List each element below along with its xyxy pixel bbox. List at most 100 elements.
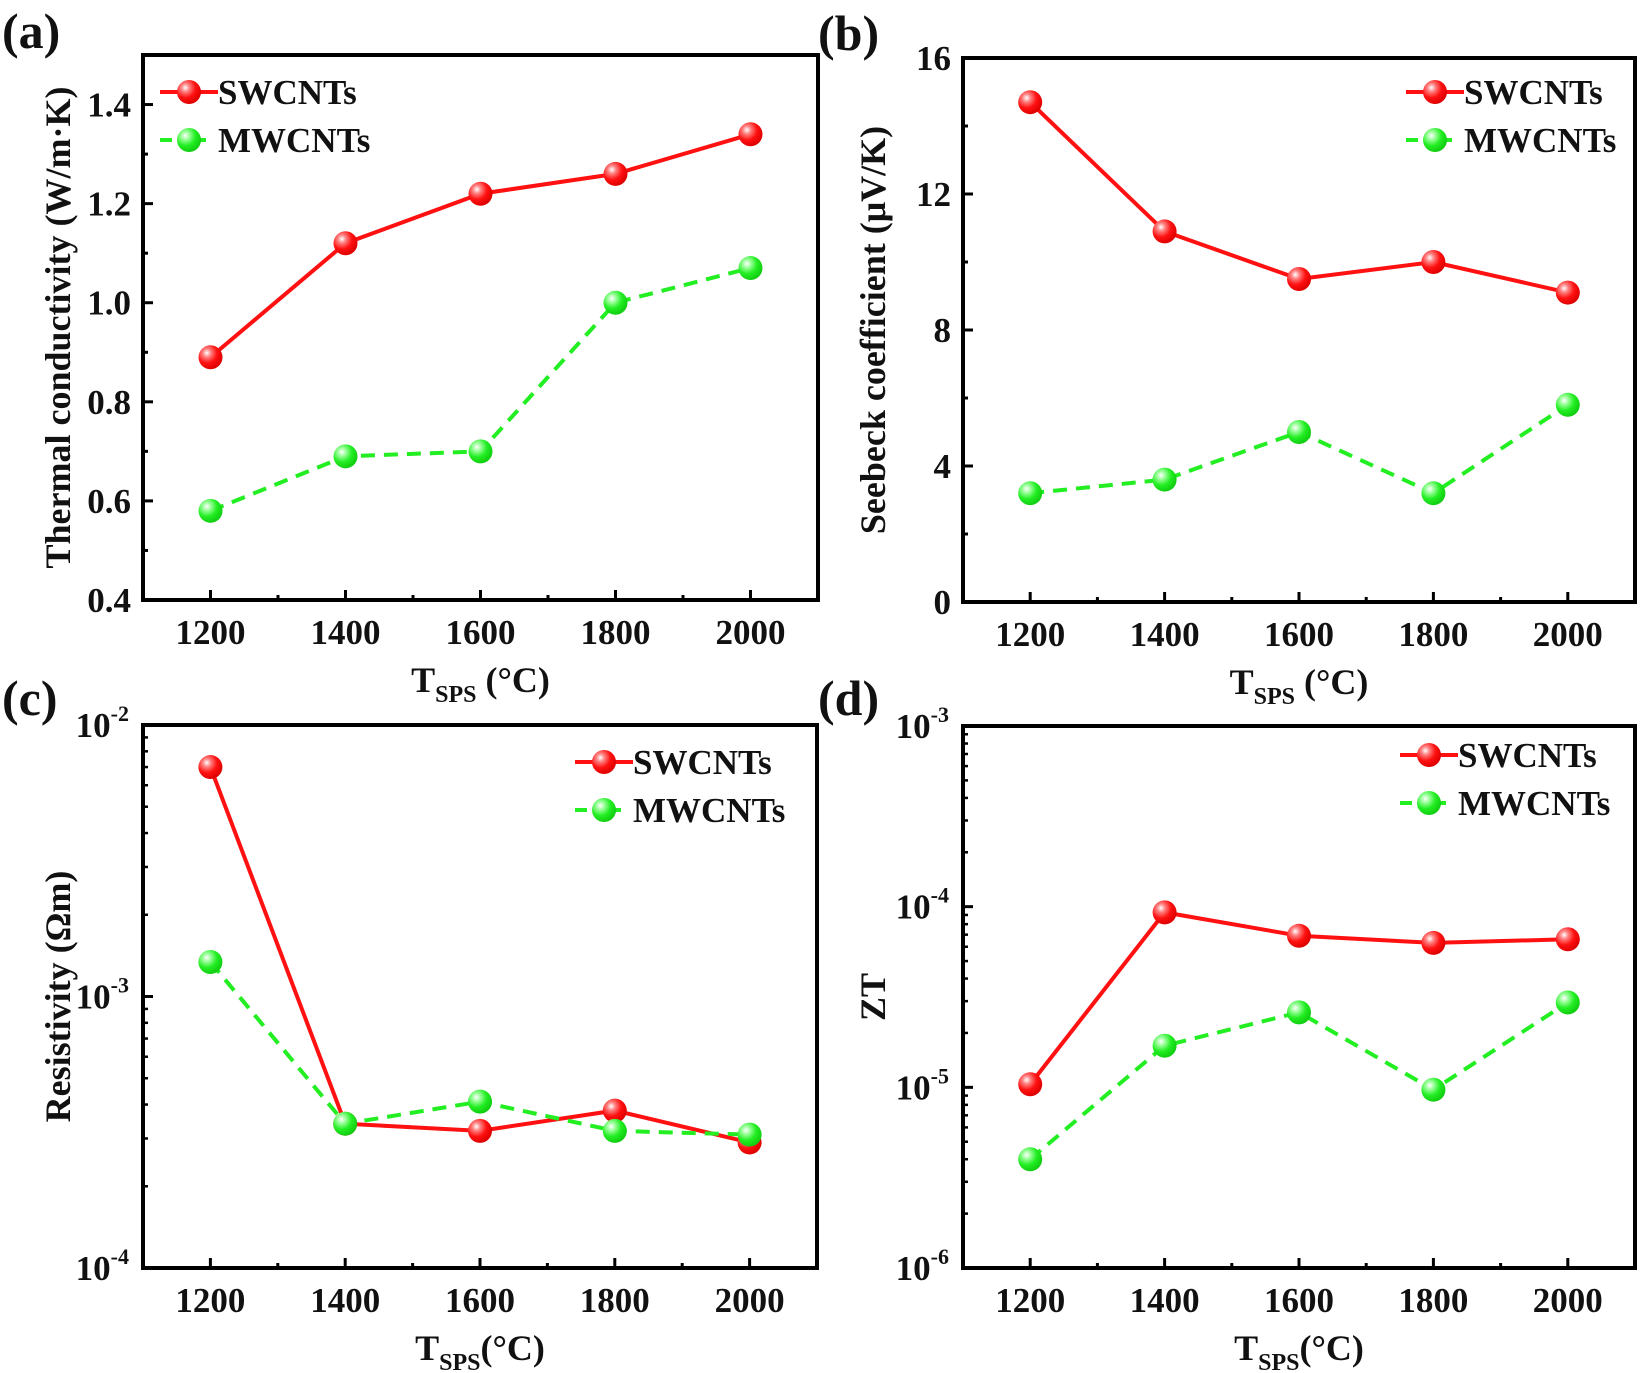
panel-label: (d) — [818, 670, 879, 726]
y-tick-label: 10-2 — [76, 701, 129, 745]
x-tick-label: 1400 — [1130, 615, 1200, 654]
y-tick-label: 10-3 — [896, 702, 949, 746]
panel-a: (a) 1200 1400 1600 1800 2000 TSPS (°C) 0.4 0.6 0.… — [2, 3, 820, 708]
data-point-mwcnts — [1421, 1077, 1446, 1102]
data-point-swcnts — [1555, 280, 1580, 305]
y-tick-label: 10-4 — [896, 883, 949, 927]
x-axis-label-unit: (°C) — [1300, 1328, 1364, 1368]
series-line-mwcnts — [1029, 403, 1569, 496]
x-axis-label-main: T — [411, 660, 435, 700]
x-axis-label-unit: (°C) — [1295, 662, 1368, 702]
x-tick-label: 1800 — [1398, 1281, 1468, 1320]
legend-marker-swcnts — [177, 80, 201, 104]
legend: SWCNTs MWCNTs — [575, 743, 785, 830]
x-axis-label-subscript: SPS — [435, 682, 476, 708]
x-tick-label: 1800 — [581, 613, 651, 652]
x-axis-label-main: T — [1234, 1328, 1258, 1368]
y-tick-label-base: 10 — [76, 1249, 111, 1288]
x-axis-label-main: T — [1230, 662, 1254, 702]
legend-marker-swcnts — [592, 750, 616, 774]
data-point-mwcnts — [1555, 990, 1580, 1015]
x-axis-label-unit: (°C) — [481, 1328, 545, 1368]
legend-marker-mwcnts — [1417, 791, 1441, 815]
data-point-swcnts — [1555, 927, 1580, 952]
legend: SWCNTs MWCNTs — [1400, 736, 1610, 823]
legend-label-swcnts: SWCNTs — [1464, 73, 1603, 112]
legend-marker-mwcnts — [592, 798, 616, 822]
y-tick-label-exponent: -5 — [931, 1063, 949, 1088]
legend-label-mwcnts: MWCNTs — [633, 791, 785, 830]
y-tick-label-base: 10 — [896, 1249, 931, 1288]
x-tick-label: 1400 — [1130, 1281, 1200, 1320]
data-point-mwcnts — [1421, 481, 1446, 506]
data-point-mwcnts — [198, 949, 223, 974]
x-axis-label: TSPS (°C) — [1230, 662, 1369, 710]
y-tick-label: 10-6 — [896, 1244, 949, 1288]
x-axis-label: TSPS(°C) — [1234, 1328, 1364, 1373]
legend-label-mwcnts: MWCNTs — [1464, 121, 1616, 160]
x-tick-label: 1800 — [580, 1281, 650, 1320]
legend-marker-mwcnts — [1423, 128, 1447, 152]
y-tick-label-exponent: -6 — [931, 1244, 949, 1269]
data-point-mwcnts — [1018, 481, 1043, 506]
y-tick-label-base: 10 — [76, 706, 111, 745]
data-point-mwcnts — [1018, 1147, 1043, 1172]
data-point-mwcnts — [1287, 1000, 1311, 1025]
legend-label-swcnts: SWCNTs — [218, 73, 357, 112]
data-point-mwcnts — [1287, 420, 1311, 444]
legend-marker-swcnts — [1417, 743, 1441, 767]
x-tick-label: 2000 — [716, 613, 786, 652]
y-axis-label: Thermal conductivity (W/m·K) — [38, 87, 78, 569]
y-tick-label: 0 — [934, 583, 952, 622]
y-tick-label-base: 10 — [896, 888, 931, 927]
data-point-swcnts — [468, 1118, 492, 1143]
x-axis-label-subscript: SPS — [1258, 1350, 1299, 1373]
x-tick-label: 1200 — [995, 1281, 1065, 1320]
y-tick-label-base: 10 — [76, 978, 111, 1017]
data-point-swcnts — [1152, 219, 1177, 244]
x-tick-label: 2000 — [715, 1281, 785, 1320]
legend-marker-mwcnts — [177, 128, 201, 152]
y-tick-label: 0.6 — [87, 482, 131, 521]
series-line-mwcnts — [1028, 1000, 1569, 1161]
x-axis-label: TSPS (°C) — [411, 660, 550, 708]
y-tick-label: 10-5 — [896, 1063, 949, 1107]
series-line-mwcnts — [209, 266, 751, 513]
data-point-swcnts — [603, 161, 628, 186]
x-tick-label: 1600 — [445, 1281, 515, 1320]
x-tick-label: 1400 — [310, 1281, 380, 1320]
y-tick-label: 1.0 — [87, 284, 131, 323]
data-point-swcnts — [1287, 267, 1311, 291]
x-tick-label: 1200 — [175, 1281, 245, 1320]
y-tick-label-exponent: -4 — [931, 883, 949, 908]
data-point-mwcnts — [333, 1111, 358, 1136]
data-point-swcnts — [1287, 923, 1311, 948]
data-point-swcnts — [738, 122, 763, 147]
data-point-mwcnts — [198, 498, 223, 523]
panel-b: (b) 1200 1400 1600 1800 2000 TSPS (°C) 0 4 8 12 16 S… — [818, 5, 1637, 710]
y-tick-label: 16 — [916, 39, 951, 78]
x-tick-label: 2000 — [1533, 615, 1603, 654]
data-point-mwcnts — [468, 439, 493, 464]
x-tick-label: 1200 — [995, 615, 1065, 654]
x-axis-label-main: T — [415, 1328, 439, 1368]
x-axis-label: TSPS(°C) — [415, 1328, 545, 1373]
data-point-mwcnts — [1152, 1033, 1177, 1058]
x-tick-label: 1600 — [1264, 1281, 1334, 1320]
legend-label-swcnts: SWCNTs — [633, 743, 772, 782]
x-tick-label: 2000 — [1533, 1281, 1603, 1320]
data-point-swcnts — [198, 345, 223, 370]
y-axis-label: ZT — [853, 973, 893, 1021]
panel-label: (b) — [818, 5, 879, 61]
y-tick-label: 0.8 — [87, 383, 131, 422]
y-tick-label-exponent: -3 — [931, 702, 949, 727]
data-point-swcnts — [333, 231, 358, 256]
data-point-swcnts — [602, 1098, 627, 1123]
legend: SWCNTs MWCNTs — [160, 73, 370, 160]
data-point-swcnts — [1018, 90, 1043, 115]
data-point-mwcnts — [333, 444, 358, 469]
y-tick-label-exponent: -2 — [111, 701, 129, 726]
y-tick-label: 4 — [934, 447, 952, 486]
data-point-swcnts — [1018, 1072, 1043, 1097]
